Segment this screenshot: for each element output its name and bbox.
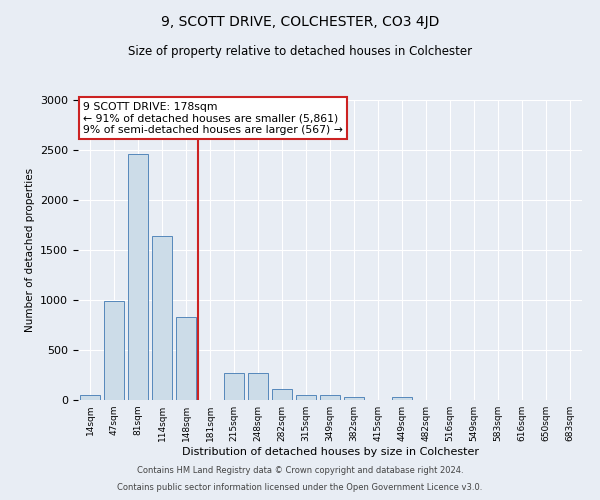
- Bar: [176, 317, 196, 400]
- Text: 9 SCOTT DRIVE: 178sqm
← 91% of detached houses are smaller (5,861)
9% of semi-de: 9 SCOTT DRIVE: 178sqm ← 91% of detached …: [83, 102, 343, 134]
- Bar: [296, 395, 316, 400]
- Bar: [104, 301, 124, 400]
- Y-axis label: Number of detached properties: Number of detached properties: [25, 168, 35, 332]
- Bar: [392, 397, 412, 400]
- Bar: [320, 395, 340, 400]
- Bar: [224, 373, 244, 400]
- Bar: [80, 395, 100, 400]
- Bar: [248, 373, 268, 400]
- Bar: [128, 154, 148, 400]
- Bar: [344, 397, 364, 400]
- Bar: [152, 236, 172, 400]
- X-axis label: Distribution of detached houses by size in Colchester: Distribution of detached houses by size …: [182, 447, 479, 457]
- Bar: [272, 388, 292, 400]
- Text: Contains public sector information licensed under the Open Government Licence v3: Contains public sector information licen…: [118, 484, 482, 492]
- Text: Size of property relative to detached houses in Colchester: Size of property relative to detached ho…: [128, 45, 472, 58]
- Text: 9, SCOTT DRIVE, COLCHESTER, CO3 4JD: 9, SCOTT DRIVE, COLCHESTER, CO3 4JD: [161, 15, 439, 29]
- Text: Contains HM Land Registry data © Crown copyright and database right 2024.: Contains HM Land Registry data © Crown c…: [137, 466, 463, 475]
